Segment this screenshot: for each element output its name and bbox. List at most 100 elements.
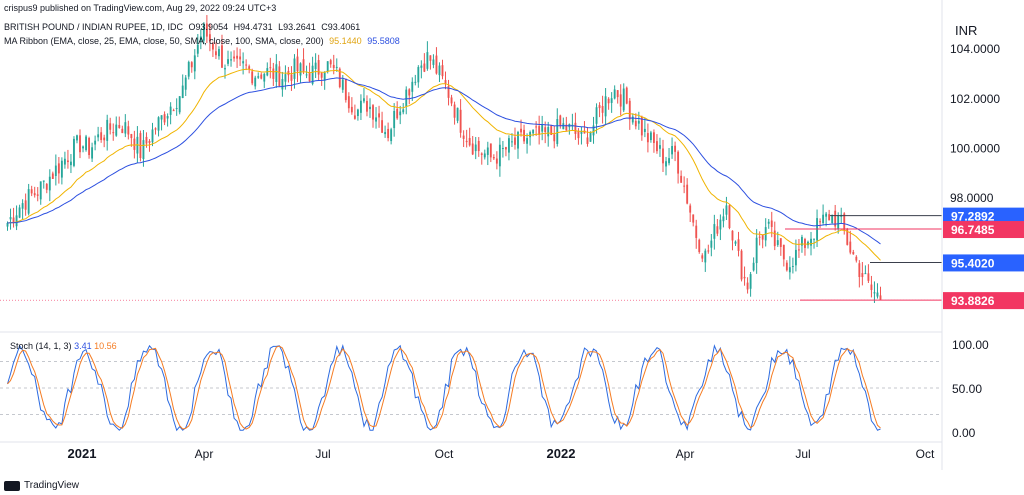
- candle-body: [402, 109, 405, 113]
- candle-body: [278, 66, 281, 87]
- candle-body: [659, 145, 661, 149]
- candle-body: [598, 105, 601, 109]
- candle-body: [88, 137, 91, 156]
- candle-body: [813, 238, 815, 240]
- candle-body: [347, 96, 350, 109]
- candle-body: [574, 122, 577, 134]
- candle-body: [275, 64, 278, 82]
- candle-body: [577, 130, 580, 139]
- price-tag-label: 96.7485: [951, 223, 995, 237]
- candle-body: [755, 237, 758, 264]
- price-tag-label: 95.4020: [951, 256, 995, 270]
- candle-body: [420, 65, 423, 68]
- candle-body: [489, 143, 492, 158]
- candle-body: [230, 59, 232, 61]
- candle-body: [79, 135, 81, 153]
- candle-body: [728, 205, 731, 228]
- candle-body: [121, 128, 124, 134]
- candle-body: [187, 61, 190, 77]
- candle-body: [547, 127, 550, 137]
- candle-body: [544, 127, 547, 133]
- stoch-label: Stoch (14, 1, 3): [10, 341, 72, 351]
- candle-body: [133, 138, 136, 150]
- candle-body: [36, 194, 39, 196]
- candle-body: [692, 214, 695, 223]
- candle-body: [595, 107, 598, 124]
- candle-body: [127, 126, 130, 135]
- candle-body: [656, 141, 658, 152]
- candle-body: [157, 117, 160, 131]
- candle-body: [369, 106, 371, 110]
- candle-body: [677, 151, 680, 174]
- candle-body: [532, 129, 535, 134]
- candle-body: [417, 67, 420, 83]
- candle-body: [293, 58, 296, 79]
- candle-body: [876, 292, 879, 297]
- price-tag-bg: [943, 207, 1024, 225]
- candle-body: [281, 79, 284, 90]
- price-pane[interactable]: [0, 15, 942, 303]
- candle-body: [248, 66, 251, 70]
- candle-body: [444, 80, 447, 84]
- candle-body: [73, 138, 75, 166]
- stoch-pane[interactable]: [0, 344, 942, 432]
- candle-body: [405, 89, 408, 107]
- candle-body: [514, 137, 516, 145]
- publish-line: crispus9 published on TradingView.com, A…: [4, 3, 277, 13]
- candle-body: [553, 134, 556, 142]
- axes: 104.0000 102.0000 100.0000 98.0000 97.289296…: [0, 0, 1024, 470]
- candle-body: [254, 77, 257, 87]
- candle-body: [221, 45, 223, 68]
- candle-body: [643, 128, 646, 132]
- candle-body: [393, 110, 396, 129]
- ribbon-value-2: 95.5808: [367, 36, 400, 46]
- candle-body: [199, 36, 202, 42]
- candle-body: [399, 111, 402, 116]
- candle-body: [335, 66, 338, 68]
- stoch-d-line: [7, 345, 881, 430]
- candle-body: [625, 87, 628, 104]
- candle-body: [356, 109, 359, 116]
- candle-body: [825, 213, 828, 217]
- candle-body: [66, 160, 69, 163]
- candle-body: [326, 61, 329, 72]
- candle-body: [169, 106, 172, 115]
- candle-body: [737, 239, 740, 251]
- candle-body: [381, 120, 384, 133]
- candle-body: [864, 273, 867, 275]
- candle-body: [861, 273, 864, 278]
- candle-body: [508, 138, 510, 153]
- candle-body: [145, 136, 148, 144]
- price-tick-label: 104.0000: [950, 42, 1000, 56]
- candle-body: [375, 117, 377, 122]
- candle-body: [435, 55, 438, 74]
- time-tick-label: Apr: [195, 447, 214, 461]
- candle-body: [112, 132, 115, 134]
- candle-body: [653, 132, 655, 143]
- candle-body: [193, 55, 196, 72]
- candle-body: [42, 180, 45, 182]
- candle-body: [604, 96, 607, 117]
- candle-body: [118, 124, 121, 128]
- candle-body: [227, 59, 229, 64]
- ribbon-label: MA Ribbon (EMA, close, 25, EMA, close, 5…: [4, 36, 324, 46]
- footer-brand: TradingView: [4, 480, 79, 491]
- candle-body: [852, 251, 855, 255]
- candle-body: [350, 106, 353, 113]
- candle-body: [794, 249, 797, 266]
- time-tick-label: Apr: [676, 447, 695, 461]
- candle-body: [586, 137, 589, 144]
- candle-body: [495, 158, 498, 164]
- candle-body: [269, 67, 272, 69]
- candle-body: [849, 241, 852, 253]
- candle-body: [124, 122, 127, 134]
- ribbon-value-1: 95.1440: [329, 36, 362, 46]
- candle-body: [580, 131, 583, 134]
- candle-body: [91, 147, 94, 159]
- candle-body: [773, 230, 776, 247]
- candle-body: [646, 133, 649, 143]
- candle-body: [408, 89, 411, 96]
- candle-body: [662, 148, 664, 164]
- candle-body: [387, 128, 390, 139]
